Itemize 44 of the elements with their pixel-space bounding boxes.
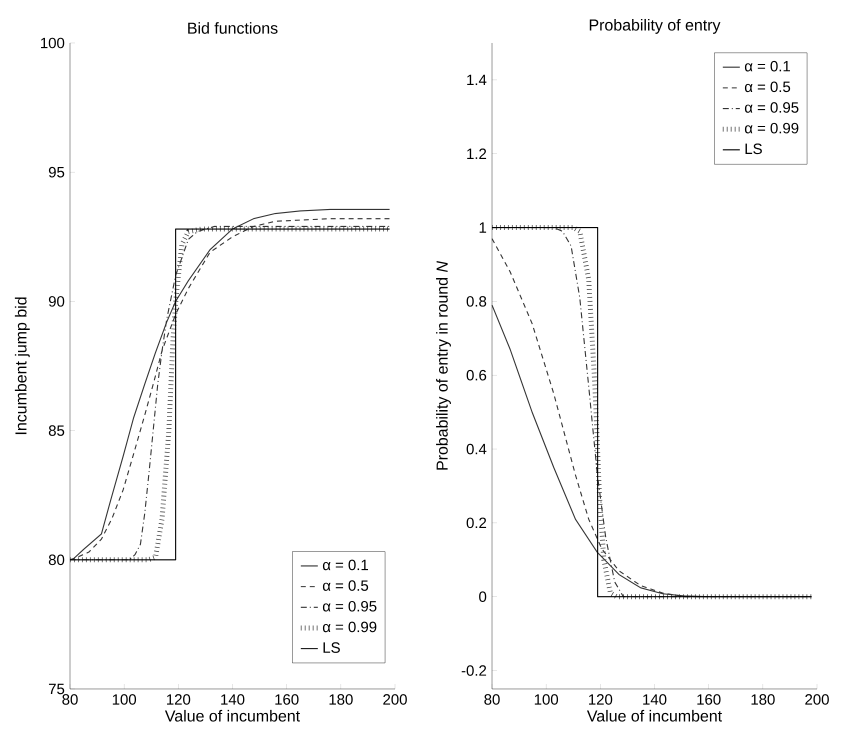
legend-label: α = 0.1 [322,560,368,570]
x-tick-label: 80 [62,694,78,705]
y-tick-label: 0.4 [466,444,486,454]
x-tick-label: 160 [697,694,721,705]
chart-title: Probability of entry [590,18,720,34]
y-axis-title: Incumbent jump bid [14,297,30,434]
x-tick-label: 200 [805,694,829,705]
x-tick-label: 140 [643,694,666,705]
y-tick-label: 100 [41,38,64,48]
x-tick-label: 200 [383,694,407,705]
legend-label: α = 0.5 [744,82,790,92]
y-tick-label: 0.8 [466,296,486,307]
y-tick-label: 0 [479,591,486,602]
y-axis-title: Probability of entry in round N [436,260,451,470]
legend-label: α = 0.95 [744,102,798,113]
x-tick-label: 160 [275,694,299,705]
y-tick-label: -0.2 [462,665,486,676]
y-tick-label: 1.2 [467,148,486,159]
x-tick-label: 120 [589,694,612,705]
y-tick-label: 1.4 [467,74,486,86]
legend-label: LS [324,642,340,653]
legend-label: α = 0.95 [322,600,376,612]
y-tick-label: 0.6 [466,370,486,380]
y-tick-label: 90 [48,296,64,307]
legend-label: α = 0.1 [744,60,790,72]
x-axis-title: Value of incumbent [586,710,722,722]
legend-label: α = 0.99 [744,122,798,134]
legend-label: α = 0.5 [322,580,368,591]
y-tick-label: 95 [48,166,64,178]
legend-label: LS [746,144,762,154]
x-axis-title: Value of incumbent [164,710,300,722]
y-tick-label: 75 [48,684,64,694]
legend-label: α = 0.99 [322,622,376,632]
y-tick-label: 80 [48,554,64,566]
x-tick-label: 100 [112,694,136,705]
x-tick-label: 180 [752,694,775,705]
chart-title: Bid functions [188,22,278,34]
x-tick-label: 100 [534,694,558,705]
x-tick-label: 120 [167,694,190,705]
x-tick-label: 180 [330,694,353,705]
y-tick-label: 0.2 [466,518,486,528]
y-tick-label: 85 [48,425,64,436]
x-tick-label: 140 [221,694,244,705]
y-tick-label: 1 [480,222,486,233]
